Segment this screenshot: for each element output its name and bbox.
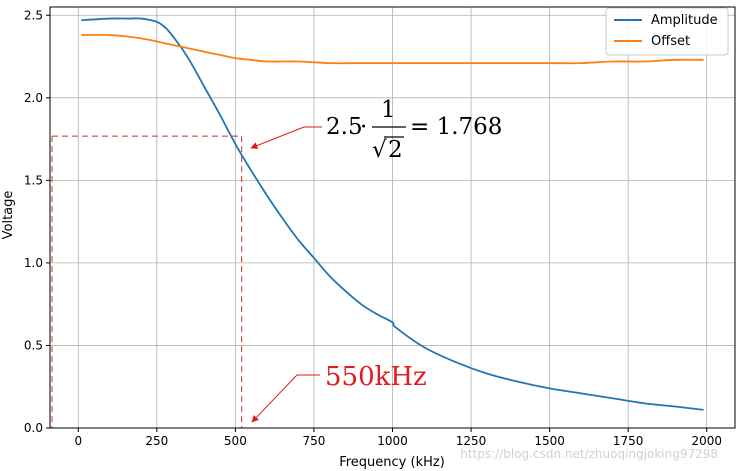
equation-annotation: 2.5 · 1 √ 2 = 1.768 xyxy=(250,97,502,163)
equation-dot: · xyxy=(360,114,367,140)
watermark-text: https://blog.csdn.net/zhuoqingjoking9729… xyxy=(460,447,718,461)
frequency-label: 550kHz xyxy=(325,362,427,392)
y-tick-label: 1.5 xyxy=(24,173,43,187)
y-axis-label: Voltage xyxy=(1,191,16,240)
equation-radical: √ xyxy=(372,137,387,163)
y-tick-label: 2.5 xyxy=(24,8,43,22)
x-axis-label: Frequency (kHz) xyxy=(339,455,445,470)
y-axis-ticks: 0.0 0.5 1.0 1.5 2.0 2.5 xyxy=(24,8,50,435)
x-tick-label: 1500 xyxy=(534,434,565,448)
y-tick-label: 0.0 xyxy=(24,421,43,435)
frequency-arrow xyxy=(251,374,320,423)
equation-base: 2.5 xyxy=(326,114,363,140)
series-line-amplitude xyxy=(81,17,704,411)
y-tick-label: 1.0 xyxy=(24,256,43,270)
x-tick-label: 1250 xyxy=(456,434,487,448)
series-line-offset xyxy=(81,33,704,65)
legend-label-offset: Offset xyxy=(651,34,690,49)
x-tick-label: 1000 xyxy=(377,434,408,448)
frequency-annotation: 550kHz xyxy=(251,362,427,423)
x-tick-label: 250 xyxy=(145,434,168,448)
legend: Amplitude Offset xyxy=(605,7,729,56)
equation-arrow xyxy=(250,126,322,149)
y-tick-label: 0.5 xyxy=(24,338,43,352)
x-tick-label: 750 xyxy=(302,434,325,448)
x-tick-label: 0 xyxy=(74,434,82,448)
guide-lines xyxy=(51,135,243,428)
x-tick-label: 500 xyxy=(224,434,247,448)
equation-result: = 1.768 xyxy=(410,114,502,140)
series-lines xyxy=(81,17,704,411)
x-tick-label: 1750 xyxy=(613,434,644,448)
x-axis-ticks: 0 250 500 750 1000 1250 1500 1750 2000 xyxy=(74,428,722,448)
y-tick-label: 2.0 xyxy=(24,91,43,105)
legend-label-amplitude: Amplitude xyxy=(651,13,718,28)
equation-numerator: 1 xyxy=(381,97,396,123)
equation-radicand: 2 xyxy=(388,137,403,163)
x-tick-label: 2000 xyxy=(691,434,722,448)
